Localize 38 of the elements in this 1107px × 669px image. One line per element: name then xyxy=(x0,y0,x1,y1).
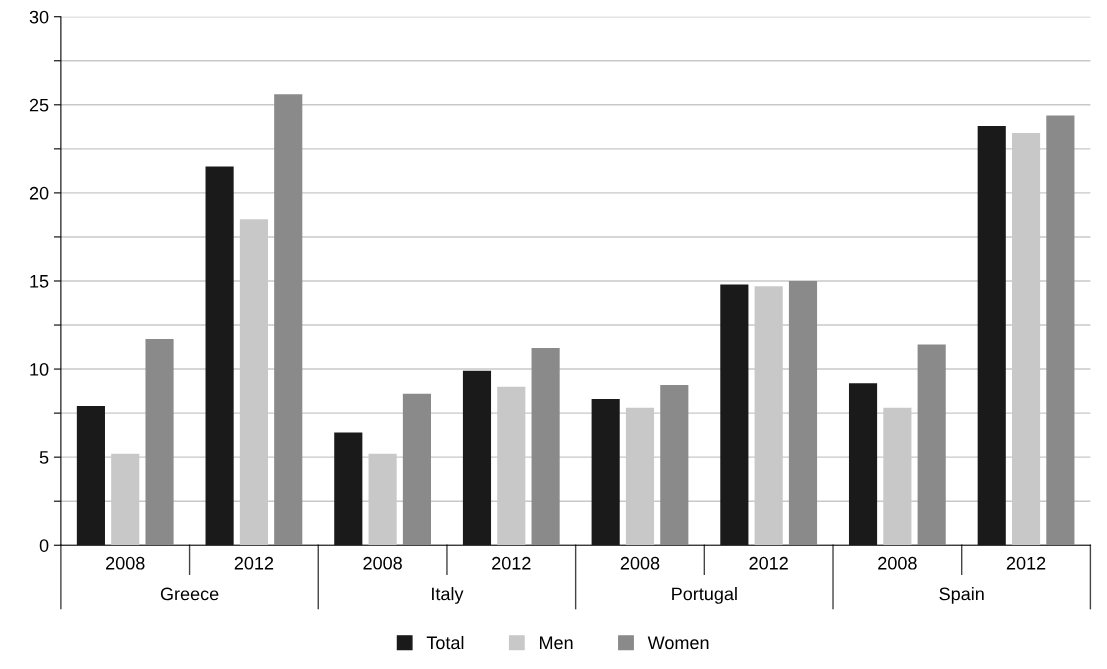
y-tick-label: 30 xyxy=(29,10,49,24)
y-tick-label: 5 xyxy=(39,451,49,464)
x-tick-label: 2008 xyxy=(106,556,145,570)
text: Greece xyxy=(160,587,219,601)
bar xyxy=(720,284,749,546)
bar xyxy=(462,370,492,546)
x-tick-label: 2008 xyxy=(363,556,402,570)
x-tick-label: 2012 xyxy=(492,556,531,570)
bar xyxy=(917,344,946,546)
legend-label: Women xyxy=(647,636,709,650)
bar xyxy=(1046,115,1075,546)
x-tick-label: 2008 xyxy=(620,556,660,570)
text: Portugal xyxy=(672,587,737,604)
bar xyxy=(531,347,560,546)
bar xyxy=(977,125,1006,546)
y-tick-label: 20 xyxy=(29,186,49,200)
bar xyxy=(274,94,303,546)
legend-label: Total xyxy=(426,635,464,650)
x-tick-label: 2012 xyxy=(749,556,788,570)
text: Italy xyxy=(432,587,464,604)
bar xyxy=(76,406,105,546)
x-tick-label: 2012 xyxy=(234,556,274,570)
x-tick-label: 2012 xyxy=(1006,556,1046,570)
bar xyxy=(402,393,431,546)
text: Spain xyxy=(939,587,984,604)
bar xyxy=(334,432,363,546)
bar xyxy=(660,384,689,546)
y-tick-label: 10 xyxy=(30,363,49,376)
bar xyxy=(205,166,234,546)
bar xyxy=(788,280,818,546)
y-tick-label: 0 xyxy=(39,539,49,552)
bar xyxy=(848,383,878,546)
y-tick-label: 15 xyxy=(30,275,49,288)
bar xyxy=(145,339,174,546)
y-tick-label: 25 xyxy=(29,98,49,112)
bar xyxy=(591,399,620,546)
x-tick-label: 2008 xyxy=(878,556,917,570)
legend-label: Men xyxy=(539,636,573,650)
